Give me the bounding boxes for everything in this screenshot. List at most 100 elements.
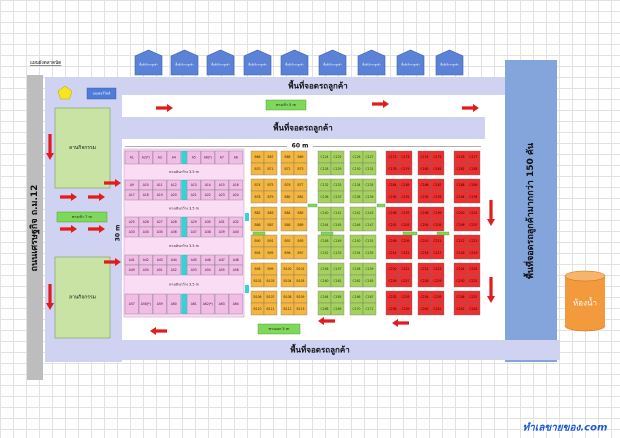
stall-c: C151	[362, 234, 377, 248]
stall-d: C227	[398, 274, 413, 288]
stall-label: B72	[284, 167, 290, 171]
stall-d-box	[430, 274, 445, 288]
stall-d: C178	[385, 162, 400, 176]
stall-label: A14	[205, 183, 211, 187]
stall-d: C223	[430, 262, 445, 276]
service-tent: พื้นที่บริการลูกค้า	[280, 49, 309, 76]
right-lane	[485, 117, 505, 340]
tent-label: พื้นที่บริการลูกค้า	[285, 63, 304, 67]
stall-label: B74	[254, 183, 260, 187]
stall-b: B101	[293, 262, 308, 276]
stall-label: B113	[296, 307, 304, 311]
stall-d: C211	[430, 234, 445, 248]
entrance-lane	[122, 95, 505, 117]
stall-a: A50	[138, 264, 153, 276]
stall-d-box	[466, 246, 481, 260]
main-road	[27, 75, 43, 380]
stall-a-box	[152, 150, 167, 165]
stall-c: C164	[317, 290, 332, 304]
stall-a: A63	[214, 293, 229, 315]
stall-a-box	[166, 264, 181, 276]
stall-label: C195	[469, 195, 477, 199]
stall-label: C137	[333, 195, 341, 199]
stall-label: C240	[420, 307, 428, 311]
stall-label: B89	[297, 223, 303, 227]
stall-a-box	[152, 226, 167, 238]
tent-icon	[396, 49, 425, 76]
stall-d-box	[430, 162, 445, 176]
stall-label: C200	[456, 211, 464, 215]
stall-label: A34	[143, 230, 149, 234]
stall-c: C150	[349, 234, 364, 248]
stall-label: C164	[320, 295, 328, 299]
stall-a: A3	[152, 150, 167, 165]
stall-b: B84	[280, 206, 295, 220]
stall-label: B75	[267, 183, 273, 187]
stall-a-box	[166, 226, 181, 238]
stall-label: B82	[254, 211, 260, 215]
stall-label: B85	[297, 211, 303, 215]
stall-label: C191	[401, 195, 409, 199]
stall-label: C176	[456, 155, 464, 159]
stall-a-box	[186, 293, 201, 315]
stall-d-box	[430, 246, 445, 260]
stall-label: A35	[157, 230, 163, 234]
stall-c: C159	[362, 262, 377, 276]
stall-label: C131	[365, 167, 373, 171]
stall-c: C171	[362, 302, 377, 316]
stall-b: B97	[293, 246, 308, 260]
stall-a-box	[214, 226, 229, 238]
stall-a: A28	[166, 216, 181, 228]
service-tent: พื้นที่บริการลูกค้า	[357, 49, 386, 76]
stall-a-box	[138, 189, 153, 201]
stall-a-box	[166, 293, 181, 315]
stall-label: A15	[219, 183, 225, 187]
corridor-marker	[402, 231, 418, 236]
stall-label: A5	[192, 156, 196, 160]
stall-b: B105	[293, 274, 308, 288]
stall-d: C198	[417, 206, 432, 220]
arrow-right-icon	[372, 100, 389, 108]
stall-label: C232	[388, 295, 396, 299]
stall-label: A11	[157, 183, 163, 187]
arrow-right-icon	[60, 225, 77, 233]
stall-a-box	[138, 264, 153, 276]
stall-label: C207	[469, 223, 477, 227]
stall-a-box	[200, 226, 215, 238]
stall-d: C231	[466, 274, 481, 288]
stall-label: C202	[388, 223, 396, 227]
stall-b-box	[263, 218, 278, 232]
arrow-right-icon	[60, 193, 77, 201]
stall-label: C217	[433, 251, 441, 255]
stall-a-box	[124, 293, 139, 315]
stall-label: B69	[297, 155, 303, 159]
stall-c: C166	[349, 290, 364, 304]
stall-d: C216	[417, 246, 432, 260]
stall-a: A22	[200, 189, 215, 201]
stall-d-box	[398, 302, 413, 316]
stall-a: A31	[214, 216, 229, 228]
stall-label: A45	[191, 258, 197, 262]
zone-a-divider	[181, 216, 187, 238]
stall-label: C224	[456, 267, 464, 271]
stall-d-box	[398, 246, 413, 260]
stall-label: C230	[456, 279, 464, 283]
zone-a-divider	[181, 293, 187, 315]
stall-d: C193	[430, 190, 445, 204]
entrance-top-label: ทางเข้า 5 m	[276, 102, 296, 107]
stall-label: C201	[469, 211, 477, 215]
service-tent: พื้นที่บริการลูกค้า	[134, 49, 163, 76]
stall-label: C130	[352, 167, 360, 171]
stall-label: C227	[401, 279, 409, 283]
stall-d-box	[466, 274, 481, 288]
stall-d: C183	[466, 162, 481, 176]
stall-d-box	[466, 190, 481, 204]
stall-b: B66	[250, 150, 265, 164]
stall-label: A32	[233, 220, 239, 224]
stall-c: C169	[330, 302, 345, 316]
corridor-divider	[245, 285, 249, 293]
arrow-left-icon	[392, 319, 409, 327]
stall-d: C205	[430, 218, 445, 232]
stall-label: C157	[333, 267, 341, 271]
stall-label: C167	[365, 295, 373, 299]
